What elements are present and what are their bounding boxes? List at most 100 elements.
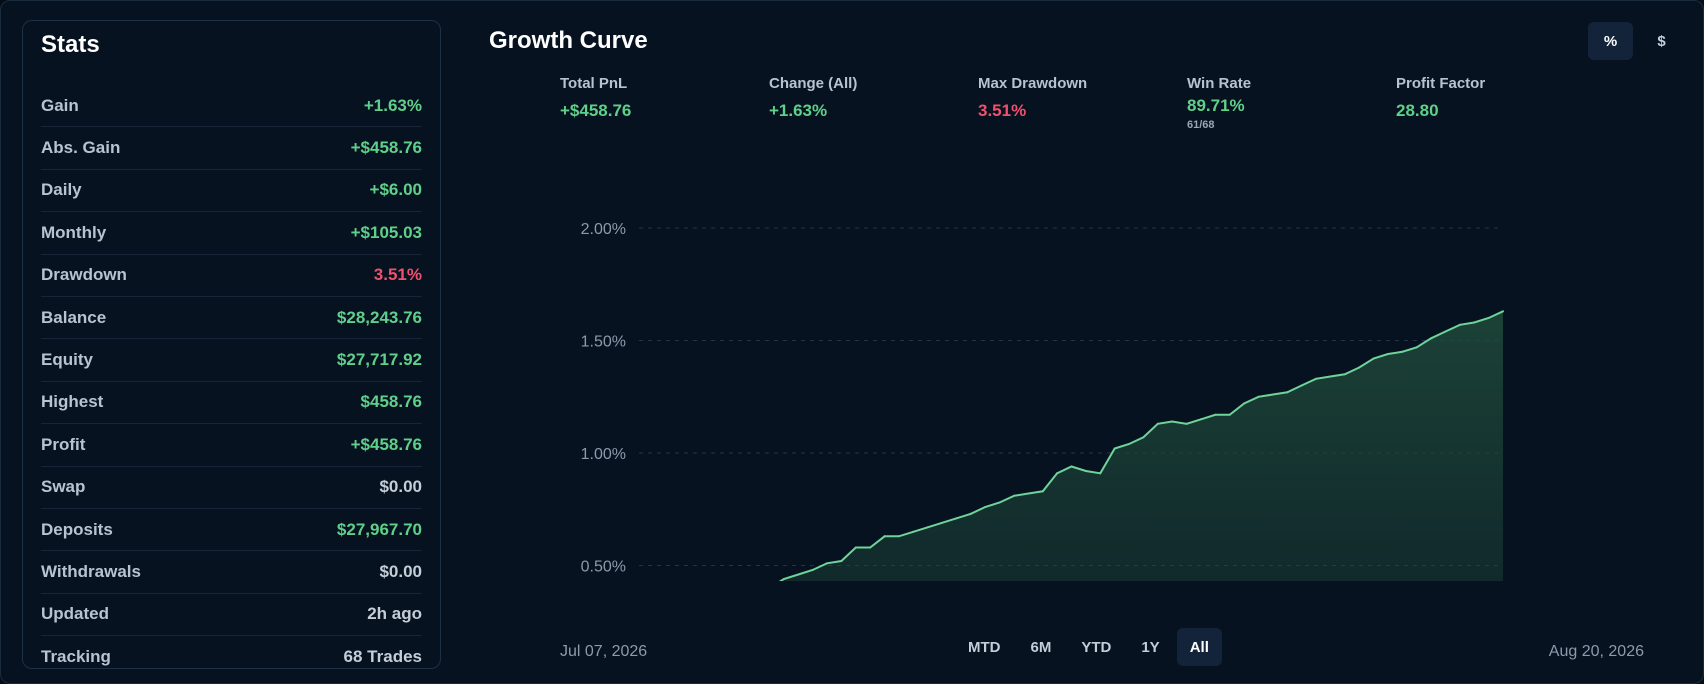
data-point (1113, 447, 1116, 450)
stat-value: 68 Trades (343, 647, 422, 667)
time-range-tabs: MTD 6M YTD 1Y All (955, 628, 1222, 666)
data-point (1070, 465, 1073, 468)
data-point (797, 573, 800, 576)
data-point (1415, 346, 1418, 349)
data-point (1200, 418, 1202, 421)
stat-label: Gain (41, 95, 79, 115)
metric-label: Change (All) (769, 75, 858, 92)
stat-label: Profit (41, 434, 86, 454)
stat-value: $458.76 (360, 392, 422, 412)
range-tab-all[interactable]: All (1176, 628, 1222, 666)
metric: Change (All) +1.63% (769, 75, 979, 121)
stat-row: Daily +$6.00 (41, 170, 422, 213)
stat-value: +$6.00 (369, 180, 422, 200)
data-point (854, 546, 857, 549)
stat-row: Equity $27,717.92 (41, 339, 422, 382)
metric: Total PnL +$458.76 (560, 75, 770, 121)
stat-row: Swap $0.00 (41, 467, 422, 509)
range-tab-ytd[interactable]: YTD (1068, 628, 1124, 666)
stat-row: Balance $28,243.76 (41, 297, 422, 340)
y-tick-label: 1.00% (581, 446, 626, 463)
stat-value: 2h ago (367, 604, 422, 624)
data-point (1171, 420, 1174, 423)
stats-list: Gain +1.63% Abs. Gain +$458.76 Daily +$6.00 Mo… (41, 85, 422, 678)
data-point (883, 535, 886, 538)
data-point (1041, 490, 1044, 493)
data-point (1185, 422, 1188, 425)
stat-row: Deposits $27,967.70 (41, 509, 422, 552)
data-point (1084, 470, 1087, 472)
data-point (1401, 350, 1404, 353)
data-point (1156, 422, 1159, 425)
data-point (984, 506, 987, 508)
y-tick-label: 2.00% (581, 221, 626, 238)
data-point (1214, 413, 1217, 416)
stat-label: Deposits (41, 519, 113, 539)
growth-area (780, 311, 1503, 581)
metric-label: Max Drawdown (978, 75, 1088, 92)
stat-value: $28,243.76 (336, 307, 422, 327)
data-point (869, 546, 872, 549)
stat-row: Withdrawals $0.00 (41, 551, 422, 594)
stat-label: Withdrawals (41, 561, 141, 581)
stat-value: +$458.76 (350, 138, 422, 158)
data-point (811, 569, 814, 571)
stat-row: Profit +$458.76 (41, 424, 422, 467)
stat-row: Tracking 68 Trades (41, 636, 422, 678)
data-point (826, 562, 828, 565)
metric-label: Win Rate (1187, 75, 1252, 92)
metric-value: 89.71% (1187, 96, 1245, 115)
data-point (1386, 353, 1389, 355)
stat-row: Monthly +$105.03 (41, 212, 422, 255)
data-point (998, 501, 1001, 504)
stats-panel: Stats Gain +1.63% Abs. Gain +$458.76 Daily +$… (22, 20, 441, 669)
data-point (1013, 494, 1015, 497)
stat-row: Updated 2h ago (41, 594, 422, 637)
data-point (1027, 492, 1030, 495)
data-point (912, 530, 915, 533)
y-tick-label: 1.50% (581, 334, 626, 351)
metric: Profit Factor 28.80 (1396, 75, 1606, 121)
stat-value: $0.00 (379, 477, 422, 497)
y-tick-label: 0.50% (581, 559, 626, 576)
data-point (1372, 357, 1375, 360)
percent-mode-button[interactable]: % (1588, 22, 1633, 60)
range-tab-mtd[interactable]: MTD (955, 628, 1014, 666)
data-point (1358, 366, 1361, 369)
stat-label: Tracking (41, 647, 111, 667)
data-point (1343, 373, 1346, 376)
stat-label: Swap (41, 477, 86, 497)
metric: Win Rate 89.71% 61/68 (1187, 75, 1397, 131)
growth-curve-chart: 0.00%0.50%1.00%1.50%2.00% (581, 221, 1504, 581)
data-point (897, 535, 900, 538)
data-point (1300, 384, 1303, 387)
metric: Max Drawdown 3.51% (978, 75, 1188, 121)
stat-label: Monthly (41, 222, 107, 242)
stat-label: Balance (41, 307, 107, 327)
metric-value: 28.80 (1396, 101, 1439, 120)
range-tab-1y[interactable]: 1Y (1128, 628, 1172, 666)
stat-row: Abs. Gain +$458.76 (41, 127, 422, 170)
stat-label: Drawdown (41, 265, 127, 285)
stat-row: Highest $458.76 (41, 382, 422, 425)
data-point (1487, 317, 1490, 319)
metric-subvalue: 61/68 (1187, 119, 1215, 131)
data-point (1056, 472, 1059, 475)
data-point (1473, 321, 1476, 324)
data-point (1430, 337, 1433, 340)
data-point (1286, 391, 1289, 394)
data-point (1142, 436, 1145, 439)
display-mode-toggle: % $ (1588, 22, 1684, 60)
dollar-mode-button[interactable]: $ (1639, 22, 1684, 60)
data-point (782, 578, 785, 580)
data-point (1458, 323, 1461, 326)
data-point (955, 517, 958, 520)
stat-value: +1.63% (363, 95, 422, 115)
metric-label: Total PnL (560, 75, 628, 92)
range-tab-6m[interactable]: 6M (1018, 628, 1065, 666)
data-point (840, 560, 843, 562)
metric-value: 3.51% (978, 101, 1027, 120)
stat-label: Daily (41, 180, 82, 200)
data-point (1329, 375, 1332, 378)
